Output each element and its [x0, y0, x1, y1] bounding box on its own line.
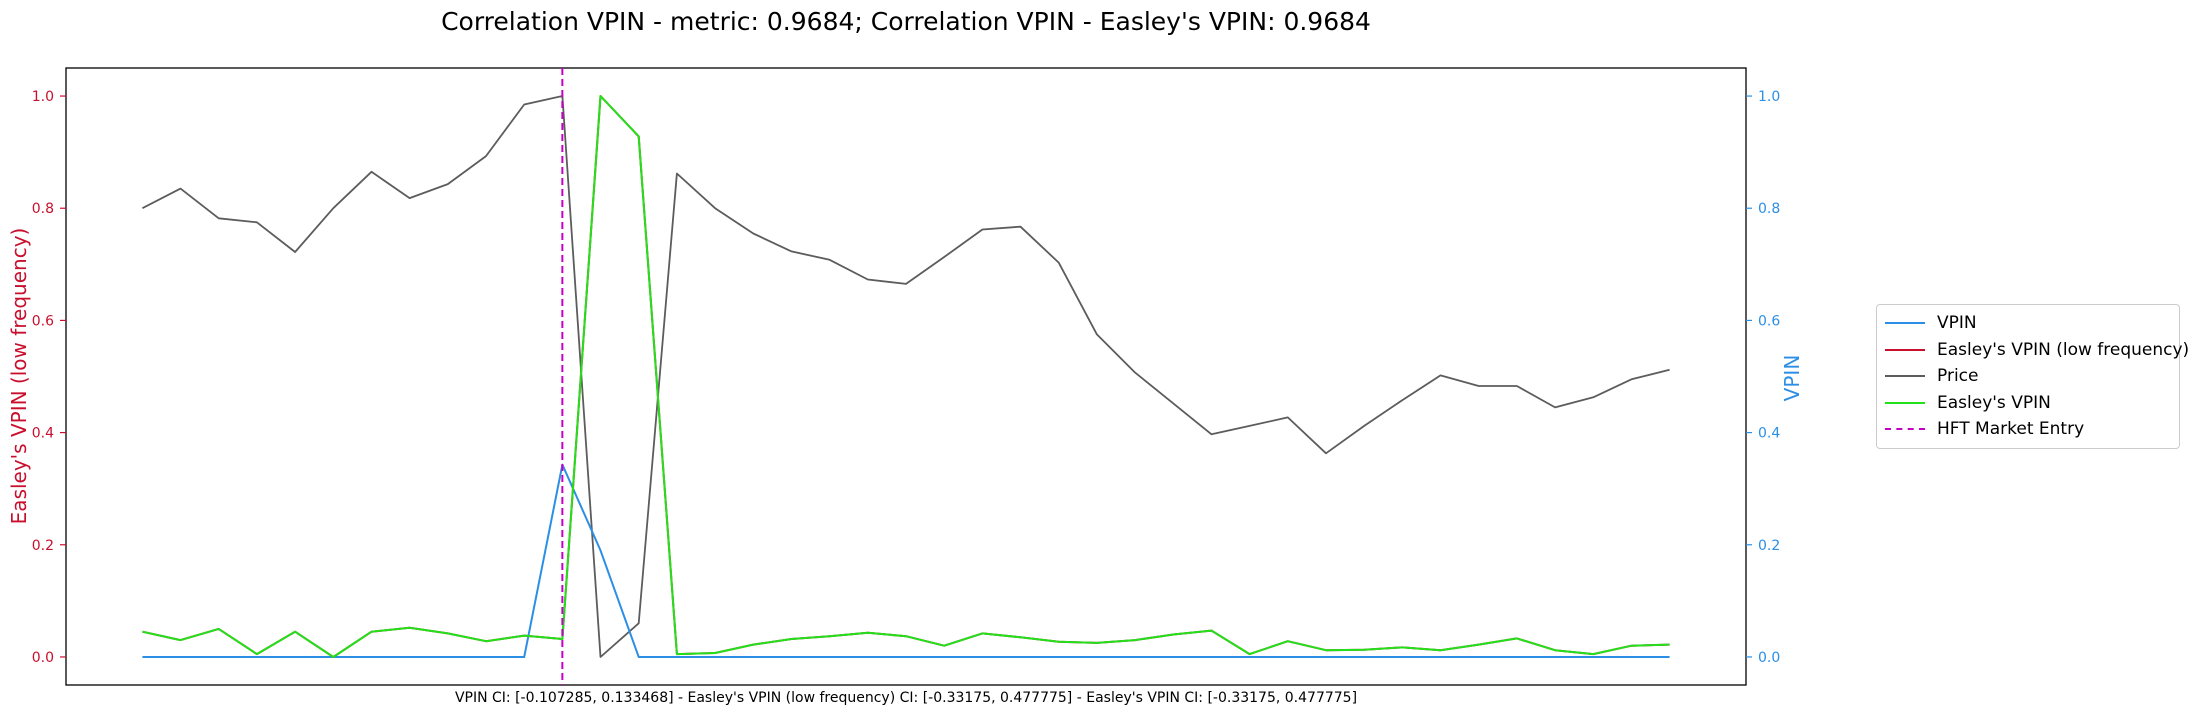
legend: VPIN Easley's VPIN (low frequency) Price Ea…: [1876, 304, 2189, 449]
legend-item-easley-s-vpin: Easley's VPIN: [1885, 390, 2171, 417]
chart-title: Correlation VPIN - metric: 0.9684; Corre…: [441, 7, 1371, 36]
right-tick-label: 0.2: [1758, 538, 1780, 554]
legend-label: HFT Market Entry: [1937, 419, 2085, 440]
plot-lines: [141, 68, 1670, 685]
series-price-line: [141, 95, 1670, 658]
legend-label: Easley's VPIN: [1937, 392, 2051, 413]
series-easley-s-vpin-line: [142, 95, 1670, 658]
x-axis-label: VPIN CI: [-0.107285, 0.133468] - Easley'…: [455, 690, 1357, 706]
legend-label: Easley's VPIN (low frequency): [1937, 339, 2190, 360]
right-tick-label: 0.8: [1758, 201, 1780, 217]
right-tick-label: 0.6: [1758, 313, 1780, 329]
legend-item-hft-market-entry: HFT Market Entry: [1885, 416, 2171, 443]
right-tick-label: 0.4: [1758, 426, 1780, 442]
series-vpin-line: [142, 463, 1670, 658]
legend-label: Price: [1937, 366, 1979, 387]
legend-swatch: [1885, 322, 1925, 325]
left-tick-label: 0.8: [32, 201, 54, 217]
legend-label: VPIN: [1937, 313, 1977, 334]
right-tick-label: 0.0: [1758, 650, 1780, 666]
plot-area: [65, 67, 1747, 686]
right-tick-label: 1.0: [1758, 89, 1780, 105]
left-tick-label: 0.0: [32, 650, 54, 666]
legend-swatch: [1885, 375, 1925, 378]
series-easley-s-vpin-low-frequency-line: [142, 95, 1670, 658]
right-axis-ticks: 0.0 0.2 0.4 0.6 0.8 1.0: [1746, 89, 1780, 666]
legend-item-price: Price: [1885, 363, 2171, 390]
legend-swatch: [1885, 401, 1925, 404]
legend-swatch: [1885, 428, 1925, 431]
left-tick-label: 0.2: [32, 538, 54, 554]
left-axis-label: Easley's VPIN (low frequency): [7, 228, 31, 525]
legend-item-easley-s-vpin-low-frequency: Easley's VPIN (low frequency): [1885, 337, 2189, 364]
right-axis-label: VPIN: [1780, 355, 1804, 402]
left-tick-label: 1.0: [32, 89, 54, 105]
left-tick-label: 0.6: [32, 313, 54, 329]
legend-item-vpin: VPIN: [1885, 310, 2171, 337]
left-tick-label: 0.4: [32, 426, 54, 442]
left-axis-ticks: 0.0 0.2 0.4 0.6 0.8 1.0: [32, 89, 66, 666]
legend-swatch: [1885, 348, 1925, 351]
